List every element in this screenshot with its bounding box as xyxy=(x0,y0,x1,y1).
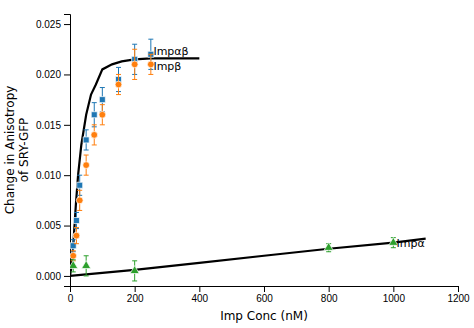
tick-label: 0.010 xyxy=(36,170,61,181)
point xyxy=(70,261,78,269)
error-bar xyxy=(92,103,97,127)
point xyxy=(73,218,79,224)
y-axis-title: Change in Anisotropyof SRY-GFP xyxy=(3,86,31,215)
point xyxy=(91,112,97,118)
error-bar xyxy=(92,125,97,145)
point xyxy=(73,232,80,239)
tick-mark xyxy=(64,175,70,176)
fit-line xyxy=(70,239,426,276)
tick-mark xyxy=(458,286,459,292)
tick-label: 400 xyxy=(191,293,208,304)
error-bar xyxy=(71,240,76,252)
point xyxy=(83,162,90,169)
point xyxy=(130,266,139,274)
tick-mark xyxy=(264,286,265,292)
tick-label: 0.000 xyxy=(36,271,61,282)
plot: 0 200 400 600 800 1000 1200 0.000 0.005 0.010 0.01… xyxy=(36,15,470,305)
annotation: Impαβ xyxy=(153,45,188,58)
tick-mark xyxy=(64,276,70,277)
tick-mark xyxy=(329,286,330,292)
tick-mark xyxy=(199,286,200,292)
tick-label: 800 xyxy=(321,293,338,304)
tick-label: 1200 xyxy=(447,293,470,304)
tick-mark xyxy=(64,125,70,126)
error-bar xyxy=(84,130,89,150)
tick: 0.020 xyxy=(36,69,70,80)
tick-label: 0.015 xyxy=(36,120,61,131)
error-bar xyxy=(116,74,121,94)
annotation: Impα xyxy=(397,237,425,250)
tick-label: 0 xyxy=(68,293,74,304)
tick: 0.005 xyxy=(36,220,70,231)
axis-line xyxy=(71,287,459,293)
series xyxy=(70,39,154,252)
series xyxy=(70,49,154,261)
x-axis: 0 200 400 600 800 1000 1200 xyxy=(68,286,470,304)
tick-label: 0.020 xyxy=(36,69,61,80)
chart: 0 200 400 600 800 1000 1200 0.000 0.005 0.010 0.01… xyxy=(0,0,474,328)
annotation: Impβ xyxy=(153,60,181,73)
point xyxy=(324,242,333,250)
point xyxy=(77,182,83,188)
error-bar xyxy=(132,49,137,79)
tick: 0.015 xyxy=(36,120,70,131)
tick: 1000 xyxy=(383,286,406,304)
point xyxy=(76,197,83,204)
error-bar xyxy=(84,155,89,175)
tick-label: 0.005 xyxy=(36,220,61,231)
point xyxy=(91,132,98,139)
y-axis: 0.000 0.005 0.010 0.015 0.020 0.025 xyxy=(36,15,71,287)
annotations: Impαβ Impβ Impα xyxy=(153,45,424,249)
error-bar xyxy=(74,228,79,244)
error-bar xyxy=(71,251,76,261)
tick-label: 0.025 xyxy=(36,19,61,30)
points xyxy=(70,39,398,281)
series xyxy=(70,237,398,281)
fit-line xyxy=(70,58,199,276)
tick: 0.025 xyxy=(36,19,70,30)
tick-mark xyxy=(393,286,394,292)
x-axis-title: Imp Conc (nM) xyxy=(220,309,308,323)
error-bar xyxy=(74,212,79,228)
tick-mark xyxy=(135,286,136,292)
axis-line xyxy=(64,15,71,287)
tick-mark xyxy=(64,226,70,227)
error-bar xyxy=(77,190,82,210)
lines xyxy=(70,58,426,276)
marks xyxy=(70,39,426,281)
tick: 0.000 xyxy=(36,271,70,282)
tick-mark xyxy=(64,74,70,75)
point xyxy=(99,111,106,118)
point xyxy=(131,61,138,68)
tick: 0 xyxy=(68,286,74,304)
tick: 600 xyxy=(256,286,273,304)
tick-mark xyxy=(64,24,70,25)
point xyxy=(83,137,89,143)
tick-label: 1000 xyxy=(383,293,406,304)
tick: 0.010 xyxy=(36,170,70,181)
tick: 1200 xyxy=(447,286,470,304)
tick: 800 xyxy=(321,286,338,304)
point xyxy=(99,97,105,103)
tick-label: 200 xyxy=(127,293,144,304)
point xyxy=(82,261,91,269)
point xyxy=(70,252,77,259)
point xyxy=(115,81,122,88)
tick-label: 600 xyxy=(256,293,273,304)
error-bar xyxy=(100,105,105,125)
tick: 200 xyxy=(127,286,144,304)
tick: 400 xyxy=(191,286,208,304)
